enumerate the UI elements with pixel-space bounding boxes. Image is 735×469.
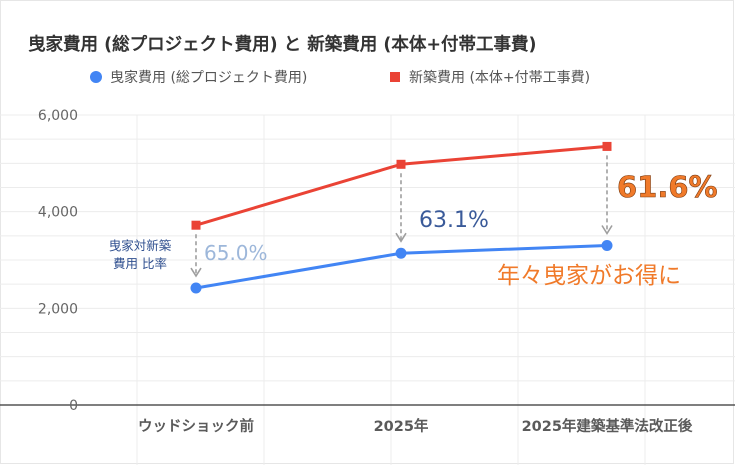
ratio-arrow-head (601, 225, 613, 236)
series-points (190, 141, 613, 294)
legend-marker-0 (90, 71, 102, 83)
y-tick-label: 2,000 (38, 301, 78, 317)
ratio-label: 曳家対新築費用 比率 (109, 238, 172, 271)
chart-title: 曳家費用 (総プロジェクト費用) と 新築費用 (本体+付帯工事費) (28, 34, 537, 55)
ratio-label-line: 費用 比率 (113, 256, 167, 271)
ratio-arrow-head (395, 232, 407, 243)
ratio-arrow-head (190, 267, 202, 278)
x-axis: ウッドショック前 2025年 2025年建築基準法改正後 (138, 417, 693, 435)
highlight-text: 年々曳家がお得に (497, 263, 681, 289)
data-point (601, 240, 613, 251)
annotations: 曳家対新築費用 比率 65.0% 63.1% 61.6% 年々曳家がお得に (109, 170, 718, 289)
ratio-label-line: 曳家対新築 (109, 238, 172, 253)
legend-label-1: 新築費用 (本体+付帯工事費) (409, 70, 590, 86)
data-point (396, 159, 406, 169)
y-tick-label: 4,000 (38, 205, 78, 221)
ratio-value-1: 63.1% (419, 208, 489, 233)
y-axis: 0 2,000 4,000 6,000 (38, 108, 78, 414)
legend-label-0: 曳家費用 (総プロジェクト費用) (110, 69, 307, 86)
grid (0, 114, 735, 465)
x-tick-label: ウッドショック前 (138, 417, 254, 435)
data-point (602, 141, 612, 151)
ratio-value-2: 61.6% (617, 170, 718, 204)
data-point (191, 220, 201, 230)
ratio-arrows (190, 155, 613, 278)
data-point (395, 247, 407, 259)
legend: 曳家費用 (総プロジェクト費用) 新築費用 (本体+付帯工事費) (90, 69, 590, 86)
x-tick-label: 2025年 (374, 417, 429, 435)
ratio-value-0: 65.0% (204, 241, 268, 265)
x-tick-label: 2025年建築基準法改正後 (522, 417, 693, 435)
data-point (190, 282, 202, 294)
legend-marker-1 (390, 72, 400, 82)
y-tick-label: 0 (69, 398, 78, 414)
y-tick-label: 6,000 (38, 108, 78, 124)
